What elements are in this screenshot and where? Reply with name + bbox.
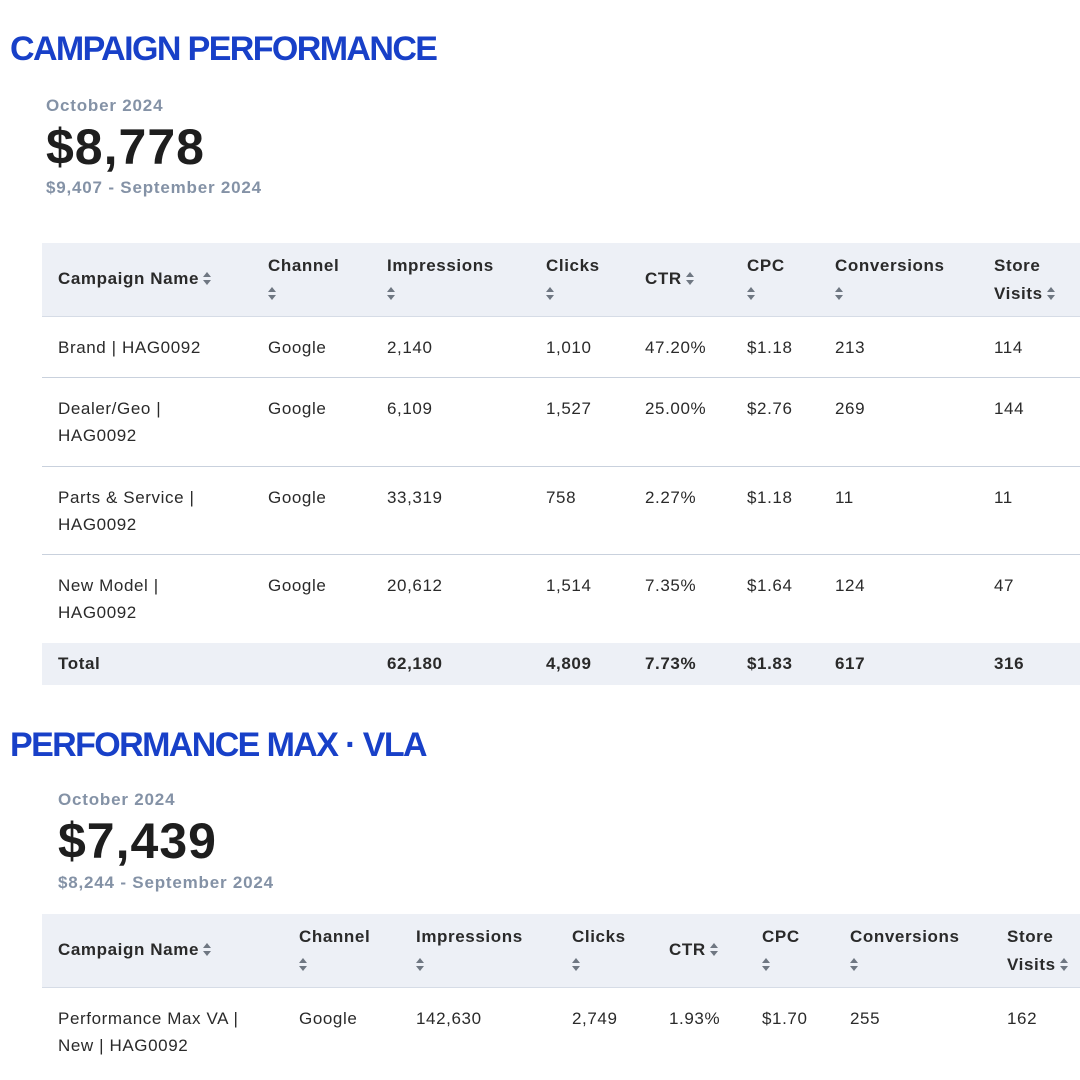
column-header-cpc[interactable]: CPC — [762, 923, 800, 979]
comparison-label: $8,244 - September 2024 — [58, 873, 274, 892]
sort-icon — [1059, 958, 1069, 972]
period-label: October 2024 — [46, 96, 164, 115]
cell-campaign-name: New Model | HAG0092 — [58, 576, 159, 622]
cell-ctr: 25.00% — [645, 399, 707, 418]
cell-clicks: 1,527 — [546, 399, 592, 418]
cell-cpc: $2.76 — [747, 399, 793, 418]
cell-ctr: 2.27% — [645, 488, 697, 507]
total-cpc: $1.83 — [747, 654, 793, 673]
cell-store-visits: 162 — [1007, 1009, 1038, 1028]
table-header: Campaign Name Channel Impressions Clicks… — [42, 914, 1080, 988]
column-header-store-visits[interactable]: Store Visits — [1007, 923, 1069, 979]
table-row: Performance Max VA | New | HAG0092 Google… — [42, 988, 1080, 1080]
cell-impressions: 2,140 — [387, 338, 433, 357]
cell-conversions: 11 — [835, 488, 854, 507]
cell-ctr: 47.20% — [645, 338, 707, 357]
sort-icon — [762, 958, 771, 972]
table-row: Dealer/Geo | HAG0092 Google 6,109 1,527 2… — [42, 378, 1080, 467]
cell-channel: Google — [268, 488, 327, 507]
cell-ctr: 7.35% — [645, 576, 697, 595]
column-header-ctr[interactable]: CTR — [645, 265, 695, 293]
table-total-row: Total 62,180 4,809 7.73% $1.83 617 316 — [42, 643, 1080, 685]
cell-impressions: 33,319 — [387, 488, 443, 507]
column-header-conversions[interactable]: Conversions — [835, 252, 945, 308]
cell-ctr: 1.93% — [669, 1009, 721, 1028]
cell-store-visits: 47 — [994, 576, 1015, 595]
cell-clicks: 1,010 — [546, 338, 592, 357]
sort-icon — [203, 943, 212, 957]
sort-icon — [416, 958, 425, 972]
cell-conversions: 269 — [835, 399, 866, 418]
spend-amount: $8,778 — [46, 119, 205, 175]
cell-clicks: 1,514 — [546, 576, 592, 595]
cell-conversions: 213 — [835, 338, 866, 357]
period-label: October 2024 — [58, 790, 176, 809]
sort-icon — [299, 958, 308, 972]
column-header-campaign-name[interactable]: Campaign Name — [58, 265, 212, 293]
sort-icon — [1046, 287, 1056, 301]
sort-icon — [387, 287, 396, 301]
column-header-impressions[interactable]: Impressions — [416, 923, 523, 979]
pmax-table: Campaign Name Channel Impressions Clicks… — [42, 914, 1080, 1080]
cell-store-visits: 114 — [994, 338, 1023, 357]
comparison-label: $9,407 - September 2024 — [46, 178, 262, 197]
cell-store-visits: 144 — [994, 399, 1025, 418]
column-header-campaign-name[interactable]: Campaign Name — [58, 936, 212, 964]
section-title: PERFORMANCE MAX · VLA — [10, 726, 428, 764]
cell-clicks: 2,749 — [572, 1009, 618, 1028]
sort-icon — [685, 272, 695, 286]
cell-conversions: 124 — [835, 576, 866, 595]
sort-icon — [572, 958, 581, 972]
campaign-table: Campaign Name Channel Impressions Clicks… — [42, 243, 1080, 685]
sort-icon — [268, 287, 277, 301]
cell-impressions: 142,630 — [416, 1009, 482, 1028]
cell-cpc: $1.18 — [747, 488, 793, 507]
cell-cpc: $1.64 — [747, 576, 793, 595]
column-header-clicks[interactable]: Clicks — [546, 252, 600, 308]
column-header-conversions[interactable]: Conversions — [850, 923, 960, 979]
table-row: New Model | HAG0092 Google 20,612 1,514 7… — [42, 555, 1080, 643]
cell-campaign-name: Parts & Service | HAG0092 — [58, 488, 195, 534]
table-header: Campaign Name Channel Impressions Clicks… — [42, 243, 1080, 317]
sort-icon — [709, 943, 719, 957]
column-header-impressions[interactable]: Impressions — [387, 252, 494, 308]
cell-campaign-name: Brand | HAG0092 — [58, 338, 201, 357]
cell-cpc: $1.70 — [762, 1009, 808, 1028]
cell-channel: Google — [268, 338, 327, 357]
sort-icon — [850, 958, 859, 972]
column-header-channel[interactable]: Channel — [268, 252, 339, 308]
cell-cpc: $1.18 — [747, 338, 793, 357]
total-ctr: 7.73% — [645, 654, 697, 673]
column-header-channel[interactable]: Channel — [299, 923, 370, 979]
column-header-store-visits[interactable]: Store Visits — [994, 252, 1056, 308]
total-clicks: 4,809 — [546, 654, 592, 673]
total-store-visits: 316 — [994, 654, 1025, 673]
sort-icon — [747, 287, 756, 301]
cell-channel: Google — [268, 576, 327, 595]
sort-icon — [546, 287, 555, 301]
column-header-cpc[interactable]: CPC — [747, 252, 785, 308]
table-row: Brand | HAG0092 Google 2,140 1,010 47.20… — [42, 317, 1080, 378]
cell-conversions: 255 — [850, 1009, 881, 1028]
cell-channel: Google — [299, 1009, 358, 1028]
table-row: Parts & Service | HAG0092 Google 33,319 7… — [42, 467, 1080, 555]
spend-amount: $7,439 — [58, 813, 217, 869]
cell-store-visits: 11 — [994, 488, 1013, 507]
section-title: CAMPAIGN PERFORMANCE — [10, 30, 438, 68]
cell-campaign-name: Dealer/Geo | HAG0092 — [58, 399, 162, 445]
total-label: Total — [58, 654, 101, 673]
cell-impressions: 20,612 — [387, 576, 443, 595]
total-conversions: 617 — [835, 654, 866, 673]
sort-icon — [835, 287, 844, 301]
cell-campaign-name: Performance Max VA | New | HAG0092 — [58, 1009, 239, 1055]
cell-clicks: 758 — [546, 488, 577, 507]
cell-channel: Google — [268, 399, 327, 418]
column-header-ctr[interactable]: CTR — [669, 936, 719, 964]
column-header-clicks[interactable]: Clicks — [572, 923, 626, 979]
total-impressions: 62,180 — [387, 654, 443, 673]
cell-impressions: 6,109 — [387, 399, 433, 418]
sort-icon — [203, 272, 212, 286]
